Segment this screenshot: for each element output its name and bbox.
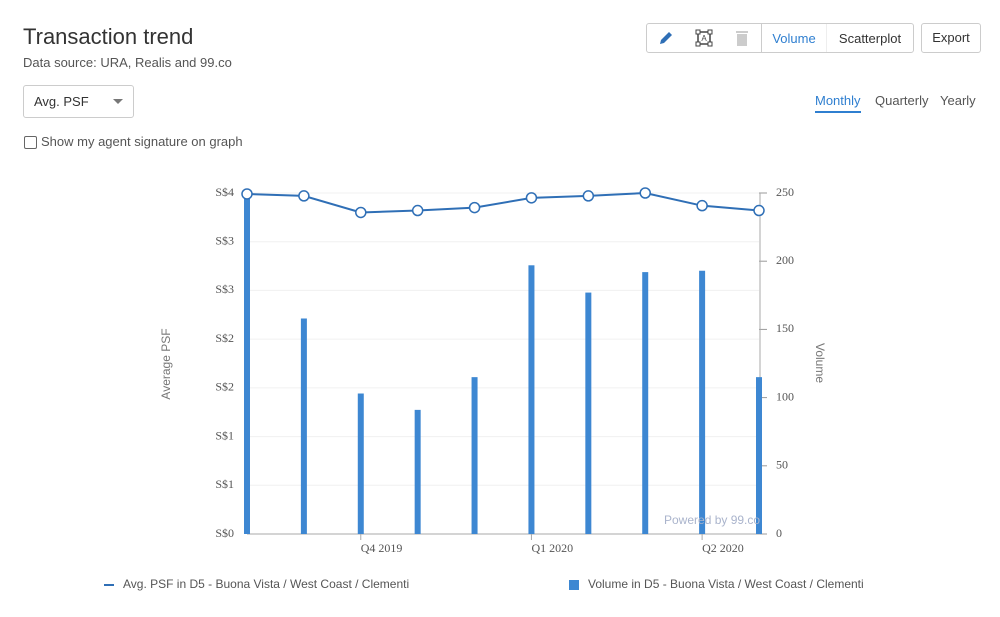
y2-tick-label: 50 <box>776 458 788 472</box>
toolbar: A Volume Scatterplot <box>646 23 914 53</box>
edit-button[interactable] <box>647 24 685 52</box>
y-tick-label: S$2 <box>215 380 234 394</box>
point <box>525 192 538 204</box>
y2-tick-label: 150 <box>776 321 794 335</box>
y-tick-label: S$1 <box>215 428 234 442</box>
bar <box>528 265 535 534</box>
legend-label: Volume in D5 - Buona Vista / West Coast … <box>588 577 864 591</box>
svg-text:A: A <box>701 34 707 43</box>
metric-dropdown[interactable]: Avg. PSF <box>23 85 134 118</box>
delete-button[interactable] <box>723 24 762 52</box>
pencil-icon <box>660 32 672 44</box>
y2-tick-label: 0 <box>776 526 782 540</box>
scatterplot-button[interactable]: Scatterplot <box>838 30 902 46</box>
checkbox-label[interactable]: Show my agent signature on graph <box>41 134 243 149</box>
legend-label: Avg. PSF in D5 - Buona Vista / West Coas… <box>123 577 409 591</box>
bar <box>244 197 250 535</box>
point <box>298 190 310 202</box>
tab[interactable]: Monthly <box>815 93 861 113</box>
point <box>468 201 481 214</box>
y2-tick-label: 100 <box>776 389 794 403</box>
point <box>355 206 367 219</box>
x-tick-label: Q4 2019 <box>361 541 403 555</box>
trash-icon <box>736 31 748 46</box>
bar <box>471 377 478 534</box>
point <box>639 187 651 199</box>
bar <box>585 292 592 534</box>
point <box>753 204 765 217</box>
y-tick-label: S$3 <box>215 233 234 247</box>
bar <box>642 272 649 534</box>
watermark: Powered by 99.co <box>664 513 760 527</box>
point <box>241 188 253 200</box>
bar <box>756 377 762 534</box>
point <box>582 190 595 202</box>
y2-tick-label: 250 <box>776 185 794 199</box>
y-axis-title: Average PSF <box>159 328 173 399</box>
checkbox[interactable] <box>24 136 37 149</box>
volume-button[interactable]: Volume <box>762 24 827 52</box>
legend-swatch <box>569 580 579 590</box>
y-tick-label: S$3 <box>215 282 234 296</box>
line <box>246 191 760 214</box>
y-tick-label: S$2 <box>215 331 234 345</box>
y2-tick-label: 200 <box>776 253 794 267</box>
bar <box>300 318 307 534</box>
y-tick-label: S$1 <box>215 477 234 491</box>
x-tick-label: Q1 2020 <box>531 541 573 555</box>
y2-axis-title: Volume <box>813 343 827 383</box>
y-tick-label: S$0 <box>215 526 234 540</box>
bar <box>357 393 364 534</box>
data-source: Data source: URA, Realis and 99.co <box>23 55 232 70</box>
bar <box>699 270 706 534</box>
box-icon: A <box>695 29 713 47</box>
bar <box>414 409 421 534</box>
page-title: Transaction trend <box>23 24 194 49</box>
annotate-button[interactable]: A <box>685 24 723 52</box>
caret <box>113 99 123 104</box>
point <box>411 204 424 217</box>
tab[interactable]: Quarterly <box>875 93 929 108</box>
point <box>696 199 708 212</box>
x-tick-label: Q2 2020 <box>702 541 744 555</box>
tab[interactable]: Yearly <box>940 93 976 108</box>
export-button[interactable]: Export <box>921 23 981 53</box>
y-tick-label: S$4 <box>215 185 234 199</box>
dropdown-label: Avg. PSF <box>34 94 89 109</box>
